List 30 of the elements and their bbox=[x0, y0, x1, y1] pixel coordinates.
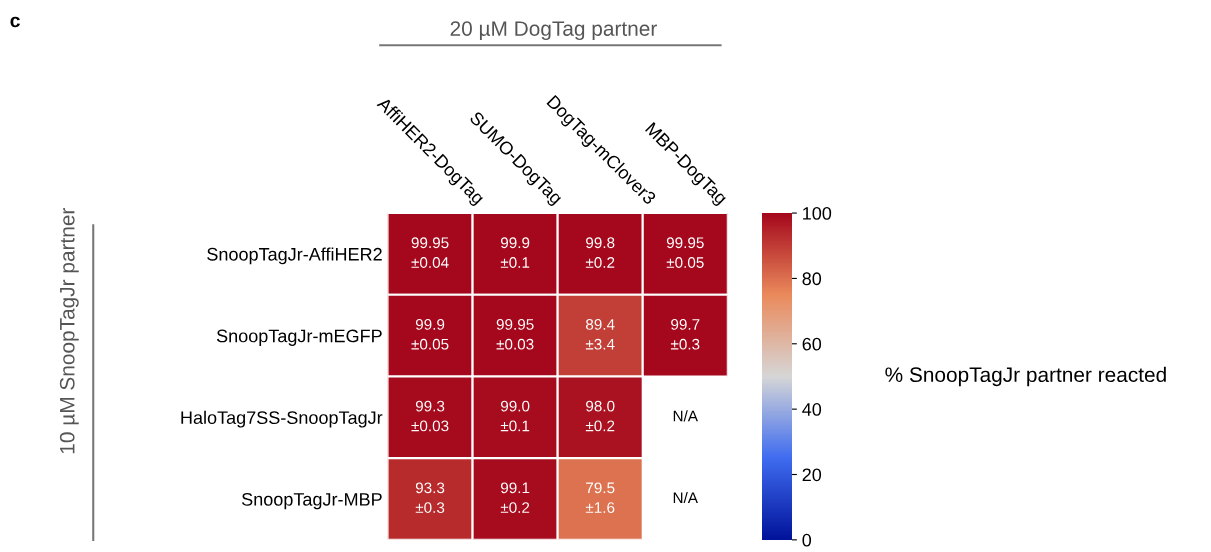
y-tick-label: SnoopTagJr-AffiHER2 bbox=[207, 247, 382, 265]
x-axis-title: 20 µM DogTag partner bbox=[450, 21, 657, 41]
text: c bbox=[10, 16, 20, 28]
data-label: 99.7 ±0.3 bbox=[670, 319, 700, 350]
color-bar-label: 80 bbox=[802, 272, 822, 286]
color-bar-label: 0 bbox=[802, 533, 812, 547]
data-label: 99.9 ±0.1 bbox=[500, 237, 530, 268]
data-label: 99.95 ±0.03 bbox=[496, 319, 534, 350]
data-label: 99.8 ±0.2 bbox=[585, 237, 615, 268]
text: N/A bbox=[673, 410, 698, 422]
y-tick-label: HaloTag7SS-SnoopTagJr bbox=[181, 410, 383, 428]
data-label: 99.95 ±0.04 bbox=[411, 237, 449, 268]
data-label: 99.95 ±0.05 bbox=[666, 237, 704, 268]
y-axis-title: 10 µM SnoopTagJr partner bbox=[59, 208, 79, 454]
color-bar-label: 20 bbox=[802, 468, 822, 482]
color-bar-label: 60 bbox=[802, 337, 822, 351]
data-label: 93.3 ±0.3 bbox=[415, 482, 445, 513]
color-bar-title: % SnoopTagJr partner reacted bbox=[885, 366, 1166, 387]
text: N/A bbox=[673, 491, 698, 504]
color-bar-label: 100 bbox=[803, 207, 832, 220]
data-label: 99.0 ±0.1 bbox=[500, 400, 530, 432]
data-label: 99.3 ±0.03 bbox=[411, 400, 449, 432]
data-label: 99.1 ±0.2 bbox=[500, 482, 530, 513]
data-label: 79.5 ±1.6 bbox=[585, 482, 615, 513]
y-tick-label: SnoopTagJr-mEGFP bbox=[216, 329, 382, 346]
color-bar-label: 40 bbox=[802, 403, 822, 416]
data-label: 98.0 ±0.2 bbox=[585, 400, 615, 432]
y-tick-label: SnoopTagJr-MBP bbox=[241, 492, 382, 510]
data-label: 89.4 ±3.4 bbox=[585, 319, 615, 350]
data-label: 99.9 ±0.05 bbox=[411, 319, 449, 350]
